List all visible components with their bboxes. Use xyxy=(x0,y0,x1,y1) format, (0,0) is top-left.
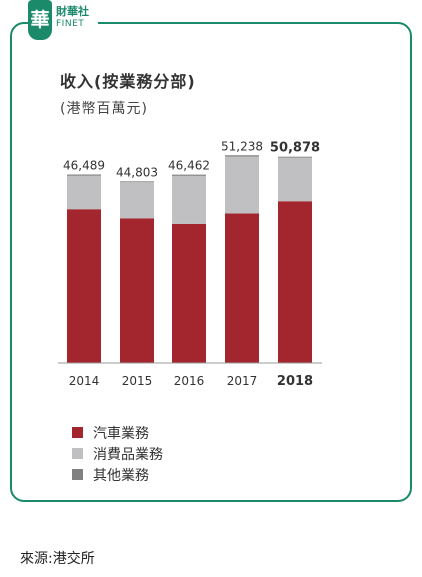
logo-mark: 華 xyxy=(28,0,52,40)
x-tick-label-2014: 2014 xyxy=(69,374,100,388)
chart-subtitle: (港幣百萬元) xyxy=(60,101,148,117)
bar-segment-consumer-2015 xyxy=(120,182,154,219)
finet-logo: 華 財華社 FINET xyxy=(28,0,98,44)
logo-name-en: FINET xyxy=(56,19,85,29)
bar-segment-auto-2017 xyxy=(225,213,259,363)
x-tick-label-2017: 2017 xyxy=(227,374,258,388)
legend-label-consumer: 消費品業務 xyxy=(93,446,163,463)
chart-frame xyxy=(10,22,412,502)
legend-swatch-consumer xyxy=(72,448,83,459)
legend-item-consumer: 消費品業務 xyxy=(72,443,163,464)
stacked-bar-chart: 46,489 2014 44,803 2015 46,462 2016 51,238 2017… xyxy=(58,139,322,389)
logo-text: 財華社 FINET xyxy=(56,6,89,30)
bar-segment-auto-2015 xyxy=(120,218,154,363)
bar-segment-auto-2016 xyxy=(172,223,206,363)
bar-segment-consumer-2014 xyxy=(67,175,101,210)
bar-segment-auto-2018 xyxy=(278,201,312,363)
bar-segment-consumer-2017 xyxy=(225,156,259,214)
total-label-2015: 44,803 xyxy=(116,165,158,179)
legend-item-other: 其他業務 xyxy=(72,464,163,485)
legend: 汽車業務 消費品業務 其他業務 xyxy=(72,422,163,485)
bar-segment-other-2018 xyxy=(278,156,312,158)
chart-title: 收入(按業務分部) xyxy=(60,72,196,91)
x-tick-label-2015: 2015 xyxy=(122,374,153,388)
total-label-2017: 51,238 xyxy=(221,139,263,153)
legend-label-auto: 汽車業務 xyxy=(93,425,149,442)
logo-name-cn: 財華社 xyxy=(56,5,89,18)
total-label-2016: 46,462 xyxy=(168,159,210,173)
total-label-2014: 46,489 xyxy=(63,159,105,173)
source-note: 來源:港交所 xyxy=(20,551,95,567)
bar-segment-consumer-2016 xyxy=(172,175,206,224)
legend-swatch-auto xyxy=(72,427,83,438)
legend-label-other: 其他業務 xyxy=(93,467,149,484)
x-tick-label-2018: 2018 xyxy=(277,374,313,389)
x-tick-label-2016: 2016 xyxy=(174,374,205,388)
bar-segment-other-2014 xyxy=(67,174,101,176)
bar-segment-other-2015 xyxy=(120,181,154,183)
bar-segment-other-2016 xyxy=(172,174,206,176)
bar-segment-consumer-2018 xyxy=(278,157,312,202)
bar-segment-auto-2014 xyxy=(67,209,101,363)
legend-item-auto: 汽車業務 xyxy=(72,422,163,443)
bar-segment-other-2017 xyxy=(225,155,259,157)
legend-swatch-other xyxy=(72,469,83,480)
total-label-2018: 50,878 xyxy=(270,141,320,156)
